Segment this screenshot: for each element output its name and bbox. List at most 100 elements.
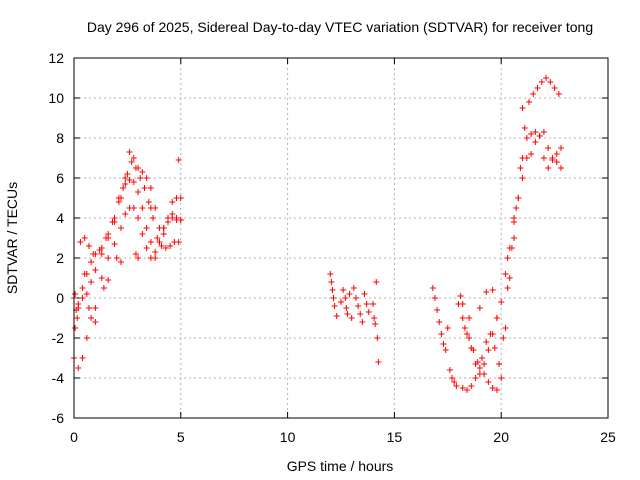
data-point [457, 293, 464, 299]
y-tick-label: 4 [56, 210, 64, 226]
data-point [143, 175, 150, 181]
series-track-e [459, 129, 565, 393]
data-point [363, 301, 370, 307]
data-point [481, 361, 488, 367]
data-point [485, 347, 492, 353]
data-point [374, 335, 381, 341]
data-point [543, 75, 550, 81]
data-point [79, 295, 86, 301]
data-point [449, 375, 456, 381]
data-point [466, 335, 473, 341]
data-point [175, 239, 182, 245]
data-point [483, 339, 490, 345]
data-point [72, 291, 79, 297]
data-point [130, 205, 137, 211]
data-point [175, 157, 182, 163]
data-point [88, 259, 95, 265]
data-point [502, 271, 509, 277]
data-point [375, 359, 382, 365]
data-point [130, 179, 137, 185]
data-point [555, 91, 562, 97]
data-point [113, 255, 120, 261]
data-point [502, 325, 509, 331]
data-point [177, 217, 184, 223]
series-track-c [77, 149, 184, 257]
data-point [438, 331, 445, 337]
data-point [139, 231, 146, 237]
data-point [532, 139, 539, 145]
data-point [511, 215, 518, 221]
y-tick-label: -4 [52, 370, 65, 386]
data-point [81, 271, 88, 277]
data-point [139, 169, 146, 175]
data-point [152, 255, 159, 261]
y-tick-label: 2 [56, 250, 64, 266]
data-point [489, 287, 496, 293]
x-tick-labels: 0 5 10 15 20 25 [70, 429, 616, 445]
data-point [343, 305, 350, 311]
data-point [137, 175, 144, 181]
data-point [122, 211, 129, 217]
data-point [105, 255, 112, 261]
data-point [128, 159, 135, 165]
data-point [135, 215, 142, 221]
data-point [126, 149, 133, 155]
data-point [545, 145, 552, 151]
data-point [135, 255, 142, 261]
data-markers [71, 75, 565, 393]
data-point [493, 315, 500, 321]
data-point [158, 243, 165, 249]
data-point [85, 243, 92, 249]
data-point [100, 285, 107, 291]
data-point [476, 305, 483, 311]
data-point [504, 285, 511, 291]
data-point [446, 367, 453, 373]
data-point [348, 315, 355, 321]
data-point [85, 305, 92, 311]
data-point [489, 385, 496, 391]
y-tick-label: 10 [48, 90, 64, 106]
data-point [528, 131, 535, 137]
data-point [177, 195, 184, 201]
y-tick-label: 12 [48, 50, 64, 66]
x-tick-label: 20 [493, 429, 509, 445]
x-tick-label: 10 [280, 429, 296, 445]
data-point [88, 315, 95, 321]
data-point [350, 285, 357, 291]
data-point [105, 235, 112, 241]
data-point [346, 291, 353, 297]
data-point [525, 99, 532, 105]
data-point [111, 219, 118, 225]
data-point [111, 241, 118, 247]
data-point [122, 181, 129, 187]
data-point [521, 125, 528, 131]
data-point [519, 175, 526, 181]
x-tick-label: 25 [600, 429, 616, 445]
data-point [370, 301, 377, 307]
data-point [434, 307, 441, 313]
data-point [141, 185, 148, 191]
data-point [331, 303, 338, 309]
data-point [459, 301, 466, 307]
data-point [553, 159, 560, 165]
data-point [88, 279, 95, 285]
data-point [79, 285, 86, 291]
y-tick-label: 8 [56, 130, 64, 146]
series-cluster-12-14 [327, 271, 382, 365]
data-point [96, 247, 103, 253]
data-point [459, 315, 466, 321]
plot-frame [73, 57, 609, 419]
y-tick-label: 0 [56, 290, 64, 306]
data-point [147, 205, 154, 211]
data-point [83, 291, 90, 297]
data-point [372, 321, 379, 327]
data-point [143, 245, 150, 251]
axis-ticks [73, 57, 609, 419]
data-point [330, 295, 337, 301]
data-point [75, 301, 82, 307]
data-point [145, 199, 152, 205]
data-point [147, 239, 154, 245]
data-point [440, 341, 447, 347]
data-point [493, 387, 500, 393]
